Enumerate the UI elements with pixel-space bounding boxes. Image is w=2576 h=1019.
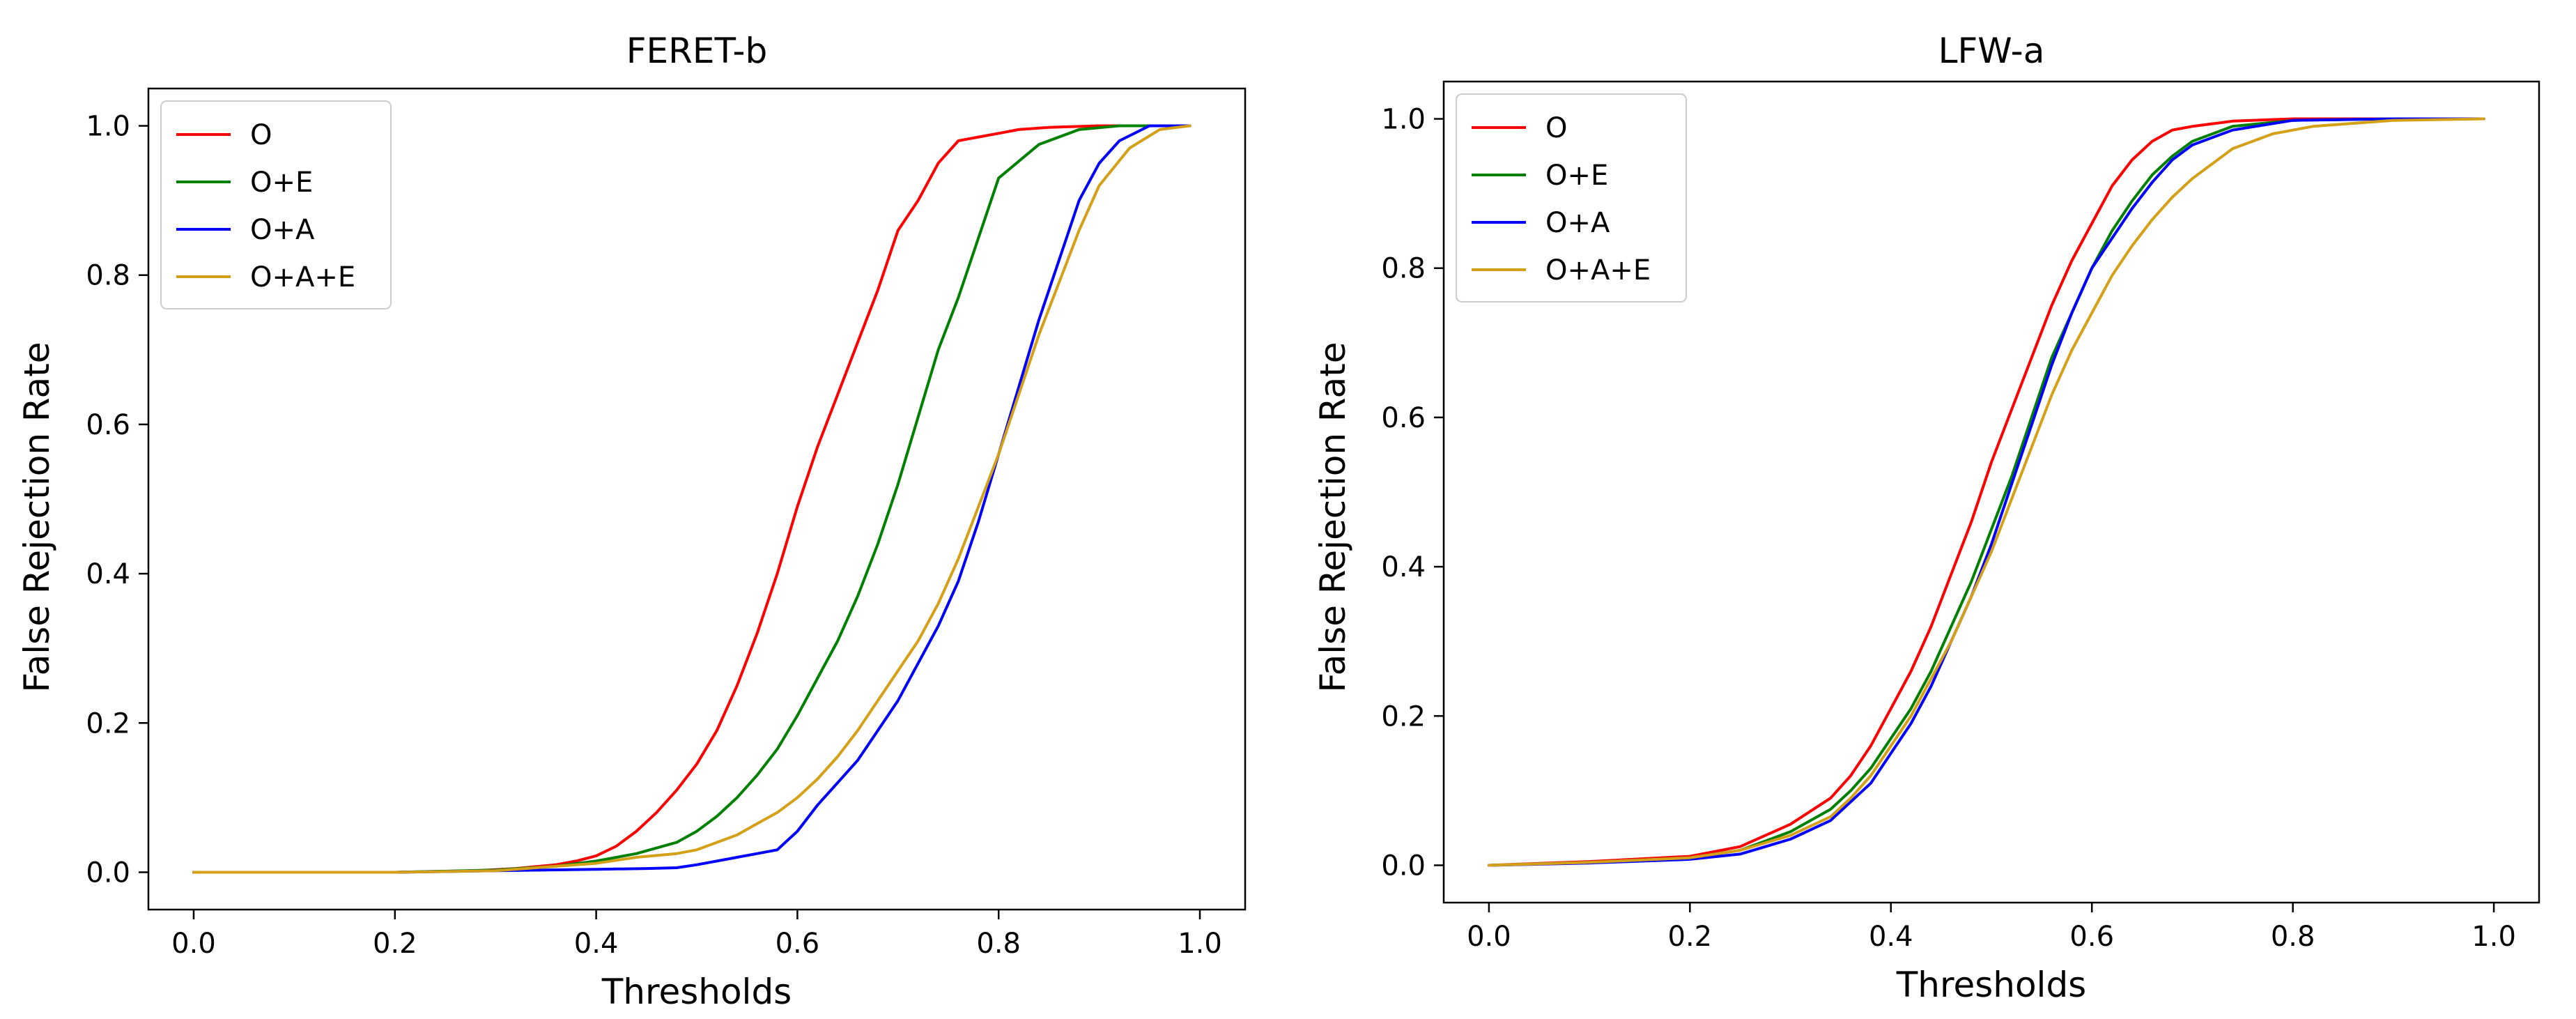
x-tick-label: 0.0 (171, 928, 216, 960)
y-tick-label: 0.4 (1381, 551, 1426, 583)
x-tick-label: 0.4 (574, 928, 619, 960)
axes-frame (147, 87, 1247, 911)
x-tick-label: 0.2 (373, 928, 417, 960)
y-tick-label: 0.2 (1381, 700, 1426, 733)
y-axis-title: False Rejection Rate (1313, 342, 1353, 692)
y-axis-title: False Rejection Rate (17, 342, 57, 692)
legend-label: O+A+E (250, 261, 355, 293)
x-tick-label: 0.6 (2069, 921, 2114, 953)
chart-marks: 0.0 0.2 0.4 0.6 0.8 1.0 0.0 0.2 0.4 0.6 0.8 1.0 O O+E… (1381, 80, 2540, 953)
x-tick-label: 0.4 (1869, 921, 1913, 953)
legend-label: O+A+E (1545, 254, 1651, 286)
x-tick-label: 0.8 (2271, 921, 2315, 953)
legend: O O+E O+A O+A+E (1456, 93, 1687, 302)
chart-title: LFW-a (1938, 31, 2045, 71)
x-tick-label: 1.0 (1178, 928, 1222, 960)
chart-marks: 0.0 0.2 0.4 0.6 0.8 1.0 0.0 0.2 0.4 0.6 0.8 1.0 O O+E… (86, 87, 1247, 960)
legend-label: O+A (250, 214, 315, 246)
series-line-o-plus-a (1487, 117, 2485, 867)
y-tick-label: 0.8 (86, 260, 130, 292)
legend: O O+E O+A O+A+E (160, 100, 392, 309)
series-line-o (1487, 117, 2485, 867)
x-tick-label: 1.0 (2471, 921, 2516, 953)
series-line-o (192, 124, 1191, 874)
chart-feret-b: FERET-b Thresholds False Rejection Rate … (17, 31, 1247, 1012)
legend-label: O (250, 119, 272, 151)
axes-frame (1442, 80, 2540, 904)
series-line-o-plus-a (192, 124, 1191, 874)
y-tick-label: 0.0 (86, 857, 130, 889)
x-tick-label: 0.2 (1668, 921, 1713, 953)
legend-label: O+A (1545, 207, 1610, 239)
x-tick-label: 0.6 (776, 928, 820, 960)
x-tick-label: 0.8 (976, 928, 1021, 960)
legend-box (160, 100, 392, 309)
series-line-o-plus-e (192, 124, 1191, 874)
y-tick-label: 0.6 (86, 409, 130, 441)
y-tick-label: 1.0 (86, 111, 130, 143)
x-tick-label: 0.0 (1467, 921, 1511, 953)
legend-label: O (1545, 112, 1567, 144)
x-axis-title: Thresholds (601, 972, 792, 1012)
y-tick-label: 0.0 (1381, 850, 1426, 882)
legend-label: O+E (250, 167, 313, 199)
series-line-o-plus-a-plus-e (192, 124, 1191, 874)
series-line-o-plus-a-plus-e (1487, 117, 2485, 867)
legend-box (1456, 93, 1687, 302)
y-tick-label: 0.8 (1381, 253, 1426, 285)
series-line-o-plus-e (1487, 117, 2485, 867)
legend-label: O+E (1545, 160, 1608, 192)
y-tick-label: 1.0 (1381, 104, 1426, 136)
chart-lfw-a: LFW-a Thresholds False Rejection Rate 0.… (1313, 31, 2540, 1005)
y-tick-label: 0.4 (86, 558, 130, 590)
y-tick-label: 0.6 (1381, 402, 1426, 434)
y-tick-label: 0.2 (86, 707, 130, 740)
x-axis-title: Thresholds (1896, 965, 2086, 1005)
chart-title: FERET-b (626, 31, 767, 71)
